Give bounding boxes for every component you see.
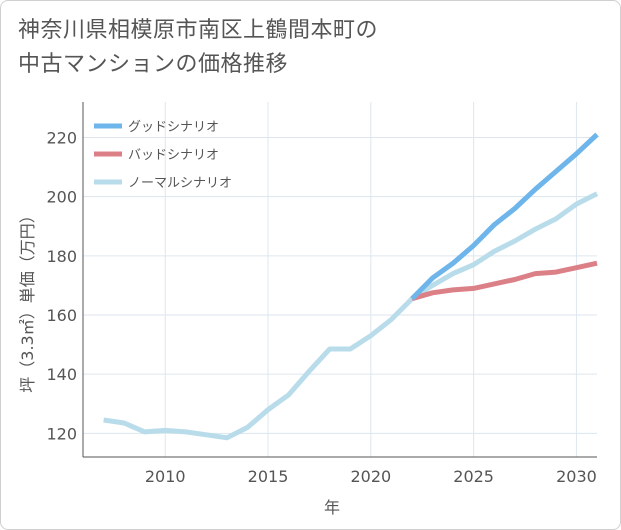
x-tick-label: 2020 — [350, 467, 391, 486]
x-tick-label: 2030 — [556, 467, 597, 486]
series-line-good — [410, 132, 599, 301]
series-group — [103, 132, 599, 441]
title-line-1: 神奈川県相模原市南区上鶴間本町の — [18, 18, 379, 43]
y-tick-label: 140 — [46, 365, 77, 384]
grid-group — [83, 102, 597, 457]
y-axis-title: 坪（3.3㎡）単価（万円） — [18, 207, 37, 392]
x-tick-label: 2025 — [453, 467, 494, 486]
y-tick-label: 180 — [46, 247, 77, 266]
y-tick-label: 120 — [46, 424, 77, 443]
x-tick-label: 2015 — [248, 467, 289, 486]
legend-label-normal: ノーマルシナリオ — [128, 176, 232, 191]
series-line-bad — [411, 260, 598, 302]
axes-group: 2010 2015 2020 2025 2030 120 140 160 180 200 220 — [46, 102, 597, 486]
x-tick-label: 2010 — [145, 467, 186, 486]
series-line-normal — [103, 191, 599, 441]
y-tick-label: 200 — [46, 188, 77, 207]
y-tick-label: 160 — [46, 306, 77, 325]
legend-label-bad: バッドシナリオ — [128, 148, 219, 163]
x-axis-title: 年 — [324, 498, 340, 517]
page-title: 神奈川県相模原市南区上鶴間本町の 中古マンションの価格推移 — [18, 14, 378, 82]
title-line-2: 中古マンションの価格推移 — [18, 52, 289, 77]
legend-label-good: グッドシナリオ — [128, 120, 219, 135]
y-tick-label: 220 — [46, 129, 77, 148]
